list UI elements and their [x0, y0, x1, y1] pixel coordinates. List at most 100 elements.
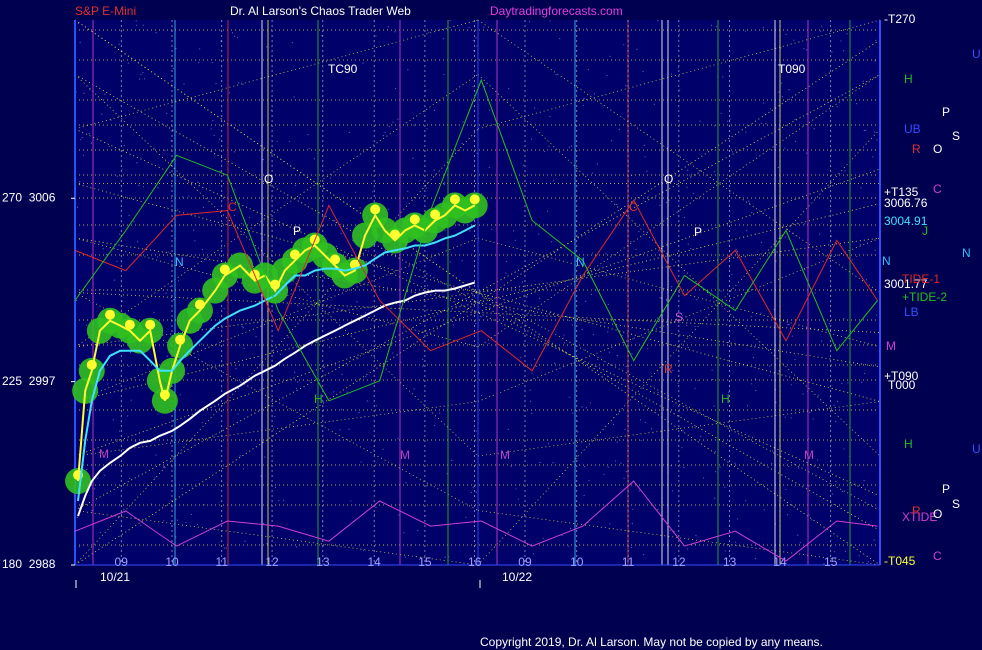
annotation: +T090 — [884, 369, 919, 383]
star — [682, 430, 684, 432]
date-label: 10/22 — [502, 570, 532, 584]
star — [748, 200, 750, 202]
star — [140, 524, 142, 526]
annotation: H — [904, 72, 913, 86]
star — [729, 192, 731, 194]
star — [657, 20, 659, 22]
star — [357, 358, 359, 360]
star — [264, 456, 266, 458]
annotation: UB — [904, 122, 921, 136]
star — [563, 334, 565, 336]
dotted-diagonal — [74, 168, 881, 457]
star — [687, 243, 689, 245]
star — [475, 430, 477, 432]
annotation: N — [882, 254, 891, 268]
star — [328, 346, 331, 348]
star — [799, 542, 801, 544]
star — [475, 491, 477, 493]
star — [371, 191, 374, 193]
star — [843, 50, 845, 52]
last-value-label: 3004.91 — [884, 214, 928, 228]
star — [776, 326, 778, 328]
star — [585, 300, 587, 302]
annotation: M — [886, 339, 896, 353]
star — [678, 33, 681, 35]
star — [872, 156, 874, 158]
star — [617, 413, 619, 415]
star — [844, 550, 847, 553]
star — [225, 547, 228, 549]
star — [788, 465, 790, 468]
star — [752, 356, 755, 359]
star — [525, 296, 527, 298]
star — [233, 151, 236, 153]
star — [237, 413, 239, 415]
star — [657, 508, 659, 511]
star — [570, 145, 573, 147]
star — [433, 424, 436, 427]
star — [443, 183, 445, 185]
star — [89, 89, 91, 91]
star — [442, 291, 444, 293]
series-line — [77, 281, 475, 517]
star — [123, 144, 125, 147]
star — [631, 352, 633, 355]
x-tick-label: 11 — [622, 555, 635, 569]
star — [683, 466, 685, 469]
star — [750, 315, 752, 318]
star — [153, 147, 155, 149]
star — [787, 324, 789, 326]
star — [202, 206, 205, 209]
star — [607, 331, 609, 333]
x-tick-label: 12 — [265, 555, 279, 569]
star — [425, 90, 427, 92]
star — [531, 372, 533, 374]
star — [405, 482, 407, 484]
star — [350, 500, 352, 502]
star — [362, 62, 364, 64]
star — [238, 82, 240, 84]
star — [643, 144, 646, 146]
star — [620, 462, 622, 464]
star — [672, 369, 674, 371]
star — [646, 170, 648, 172]
star — [630, 241, 632, 243]
star — [295, 184, 297, 186]
star — [522, 164, 525, 166]
annotation: -T270 — [884, 12, 916, 26]
star — [830, 235, 832, 237]
symbol: S&P E-Mini — [75, 4, 136, 18]
star — [835, 480, 837, 482]
star — [731, 151, 734, 153]
star — [155, 32, 157, 34]
star — [775, 401, 777, 403]
star — [647, 348, 649, 350]
star — [583, 98, 585, 100]
star — [449, 261, 451, 263]
star — [387, 26, 389, 28]
star — [290, 293, 292, 295]
star — [129, 477, 131, 480]
series-line — [74, 199, 878, 372]
last-value-label: 3001.77 — [884, 277, 928, 291]
star — [139, 78, 141, 80]
star — [182, 196, 184, 198]
star — [686, 186, 688, 188]
star — [231, 32, 233, 34]
star — [167, 251, 169, 253]
star — [241, 222, 243, 225]
star — [554, 362, 556, 364]
annotation: N — [576, 255, 585, 269]
annotation: P — [694, 225, 702, 239]
star — [840, 40, 842, 42]
star — [104, 93, 106, 95]
star — [307, 134, 309, 136]
star — [476, 45, 478, 47]
star — [262, 523, 265, 525]
star — [769, 108, 772, 110]
star — [713, 125, 716, 127]
star — [433, 109, 436, 112]
star — [665, 298, 668, 300]
star — [248, 217, 251, 219]
star — [605, 253, 607, 255]
